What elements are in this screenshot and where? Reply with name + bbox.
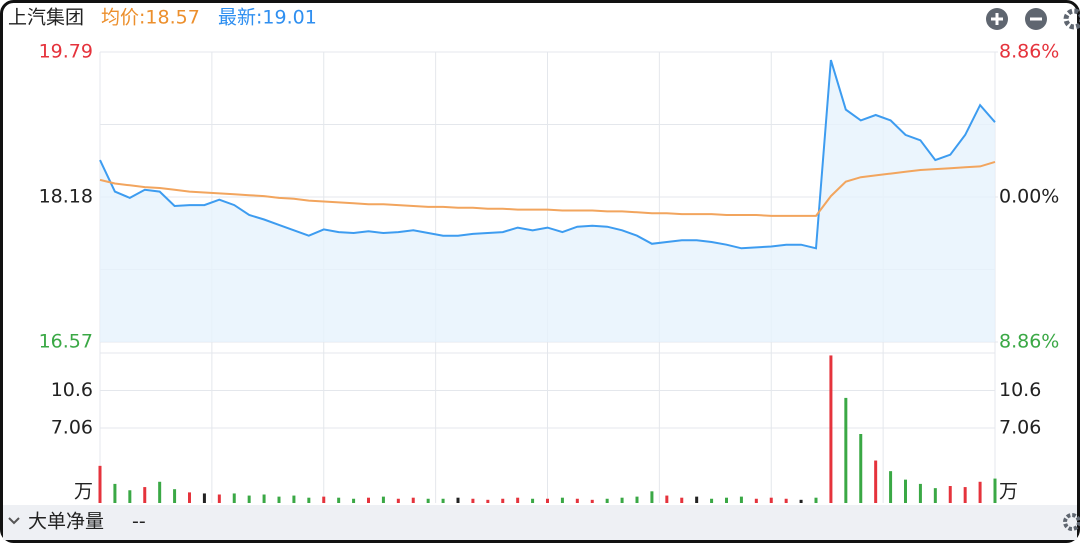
volume-bar bbox=[202, 493, 206, 503]
vol-tick-label: 10.6 bbox=[51, 379, 93, 401]
volume-bar bbox=[605, 498, 609, 503]
footer-label: 大单净量 bbox=[28, 511, 104, 533]
zoom-in[interactable] bbox=[986, 8, 1008, 30]
avg-line bbox=[99, 160, 996, 217]
footer-value: -- bbox=[132, 511, 146, 533]
volume-bar bbox=[635, 496, 639, 503]
volume-bar bbox=[352, 498, 356, 503]
volume-bar bbox=[680, 497, 684, 503]
volume-bar bbox=[531, 498, 535, 503]
volume-bar bbox=[277, 496, 281, 503]
y2-tick-label: 8.86% bbox=[999, 331, 1059, 353]
volume-bar bbox=[143, 487, 147, 503]
y-tick-label: 18.18 bbox=[39, 186, 93, 208]
vol-tick-label-right: 7.06 bbox=[999, 417, 1041, 439]
volume-bar bbox=[546, 498, 549, 503]
volume-bar bbox=[933, 488, 937, 503]
volume-bar bbox=[411, 497, 415, 503]
volume-bar bbox=[739, 496, 743, 503]
volume-bar bbox=[337, 497, 341, 503]
volume-bar bbox=[650, 491, 654, 503]
volume-bar bbox=[426, 498, 430, 503]
volume-bar bbox=[829, 355, 833, 503]
avg-label: 均价:18.57 bbox=[101, 7, 200, 29]
volume-bar bbox=[725, 497, 728, 503]
volume-bar bbox=[993, 478, 997, 503]
volume-bar bbox=[501, 498, 505, 503]
volume-bar bbox=[292, 495, 296, 503]
volume-bar bbox=[710, 498, 714, 503]
volume-bar bbox=[516, 497, 520, 503]
y2-tick-label: 0.00% bbox=[999, 186, 1059, 208]
volume-bar bbox=[784, 498, 788, 503]
volume-bar bbox=[918, 483, 922, 503]
volume-bar bbox=[665, 495, 669, 503]
volume-bar bbox=[396, 498, 400, 503]
volume-bar bbox=[188, 492, 191, 503]
vol-unit: 万 bbox=[74, 481, 93, 503]
volume-bar bbox=[113, 483, 117, 503]
volume-bar bbox=[799, 499, 803, 503]
y2-tick-label: 8.86% bbox=[999, 41, 1059, 63]
volume-bar bbox=[173, 489, 177, 503]
expand-icon[interactable] bbox=[8, 517, 20, 525]
volume-bar bbox=[769, 497, 773, 503]
volume-bar bbox=[560, 497, 564, 503]
volume-bar bbox=[322, 496, 326, 503]
volume-bar bbox=[307, 497, 311, 503]
stock-name: 上汽集团 bbox=[8, 7, 84, 29]
volume-bar bbox=[590, 499, 594, 503]
price-area bbox=[100, 60, 995, 342]
volume-bar bbox=[695, 496, 699, 503]
volume-bar bbox=[381, 496, 385, 503]
volume-bar bbox=[158, 481, 162, 503]
volume-bar bbox=[874, 460, 878, 503]
volume-bar bbox=[814, 497, 818, 503]
volume-bar bbox=[217, 494, 221, 503]
volume-bar bbox=[471, 498, 475, 503]
volume-bar bbox=[232, 493, 236, 503]
y-tick-label: 16.57 bbox=[39, 331, 93, 353]
zoom-out[interactable] bbox=[1025, 8, 1047, 30]
volume-bar bbox=[948, 486, 952, 503]
volume-bar bbox=[486, 499, 490, 503]
volume-bar bbox=[367, 497, 370, 503]
volume-bar bbox=[98, 465, 102, 503]
y-tick-label: 19.79 bbox=[39, 41, 93, 63]
volume-bar bbox=[963, 487, 967, 503]
vol-tick-label: 7.06 bbox=[51, 417, 93, 439]
volume-bar bbox=[889, 471, 893, 503]
footer-bar bbox=[3, 505, 1077, 540]
volume-bar bbox=[247, 495, 251, 503]
volume-bar bbox=[575, 498, 579, 503]
volume-bar bbox=[859, 433, 863, 503]
volume-bar bbox=[441, 498, 445, 503]
volume-bar bbox=[262, 494, 266, 503]
price-line bbox=[99, 59, 996, 250]
volume-bar bbox=[844, 397, 848, 503]
volume-bar bbox=[754, 498, 758, 503]
volume-bar bbox=[978, 481, 982, 503]
volume-bar bbox=[904, 479, 907, 503]
volume-bar bbox=[456, 497, 460, 503]
volume-bar bbox=[128, 490, 132, 503]
vol-tick-label-right: 10.6 bbox=[999, 379, 1041, 401]
volume-bar bbox=[620, 497, 624, 503]
footer-settings[interactable] bbox=[1063, 513, 1080, 531]
vol-unit-right: 万 bbox=[999, 481, 1018, 503]
latest-label: 最新:19.01 bbox=[218, 7, 317, 29]
